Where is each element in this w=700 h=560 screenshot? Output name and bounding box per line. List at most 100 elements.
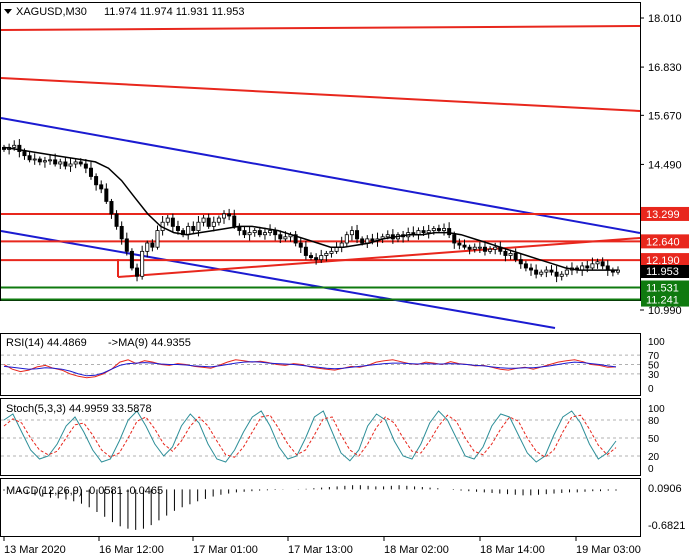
time-tick-label: 17 Mar 13:00 (288, 544, 353, 556)
candle-body (283, 236, 288, 240)
red-trendline-rising[interactable] (117, 237, 641, 278)
candle-body (472, 246, 477, 250)
red-channel-top[interactable] (0, 25, 641, 31)
candle-body (63, 161, 68, 167)
price-tick-label: 15.670 (648, 110, 682, 122)
blue-channel-bottom[interactable] (0, 230, 556, 329)
candle-body (595, 261, 600, 265)
symbol-timeframe: XAGUSD,M30 (16, 6, 87, 18)
level-tag-bg (641, 206, 689, 221)
candle-body (135, 267, 140, 277)
candle-body (564, 269, 569, 275)
candle-body (247, 232, 252, 236)
channel-lines (0, 25, 641, 329)
macd-panel-frame (0, 478, 641, 537)
candle-body (278, 234, 283, 240)
candle-body (222, 213, 227, 219)
candle-body (590, 263, 595, 269)
red-channel-bottom[interactable] (0, 77, 641, 112)
rsi-tick-label: 100 (648, 337, 665, 348)
candle-body (544, 269, 549, 273)
stoch-tick-label: 80 (648, 416, 660, 427)
candle-body (140, 250, 145, 277)
time-tick-label: 16 Mar 12:00 (99, 544, 164, 556)
candle-body (452, 234, 457, 244)
rsi-title: RSI(14) 44.4869 (6, 337, 87, 349)
candle-body (104, 188, 109, 202)
candle-body (170, 217, 175, 227)
candle-body (349, 230, 354, 236)
time-tick-label: 19 Mar 03:00 (576, 544, 641, 556)
candle-body (201, 217, 206, 223)
candle-body (155, 230, 160, 248)
candle-body (314, 257, 319, 261)
ohlc-values: 11.974 11.974 11.931 11.953 (104, 6, 244, 18)
triangle-down-icon[interactable] (4, 9, 12, 14)
candle-body (344, 234, 349, 244)
candle-body (457, 242, 462, 246)
stoch-tick-label: 50 (648, 434, 660, 445)
candle-body (600, 261, 605, 267)
candle-body (385, 234, 390, 238)
rsi-panel-frame (0, 333, 641, 396)
price-moving-average (3, 146, 618, 271)
candle-body (426, 230, 431, 234)
stoch-tick-label: 0 (648, 464, 654, 475)
candle-body (252, 230, 257, 234)
candle-body (421, 230, 426, 234)
candle-body (493, 246, 498, 250)
candle-body (73, 161, 78, 165)
candle-body (83, 163, 88, 169)
level-tag-label: 12.190 (646, 255, 680, 267)
time-tick-label: 18 Mar 02:00 (384, 544, 449, 556)
support-resistance-levels (1, 212, 640, 301)
candle-body (319, 255, 324, 261)
candle-body (68, 163, 73, 167)
candle-body (529, 267, 534, 271)
candle-body (308, 255, 313, 258)
candle-body (129, 250, 134, 269)
macd-axis: 0.0906 -0.6821 (648, 483, 685, 532)
rsi-tick-label: 70 (648, 351, 660, 362)
blue-channel-top[interactable] (0, 117, 641, 234)
level-tag-label: 11.531 (646, 282, 679, 294)
candle-body (175, 225, 180, 231)
price-tick-label: 14.490 (648, 159, 682, 171)
candle-body (124, 238, 129, 252)
level-tag-label: 13.299 (646, 209, 680, 221)
candle-body (365, 238, 370, 244)
candle-body (482, 246, 487, 252)
candle-body (150, 242, 155, 248)
price-tick-label: 18.010 (648, 13, 682, 25)
macd-tick-label: -0.6821 (648, 520, 685, 532)
candle-body (508, 253, 513, 256)
stoch-tick-label: 20 (648, 452, 660, 463)
level-tag-bg (641, 253, 689, 268)
rsi-tick-label: 0 (648, 384, 654, 395)
candle-body (227, 213, 232, 217)
candle-body (37, 158, 42, 163)
candle-body (145, 242, 150, 252)
candle-body (467, 246, 472, 250)
candle-body (257, 230, 262, 236)
candle-body (27, 155, 32, 161)
stoch-signal-line (3, 414, 617, 458)
candle-body (42, 160, 47, 163)
current-price-tag: 11.953 (646, 266, 679, 278)
level-tag-bg (641, 292, 689, 307)
candle-body (559, 273, 564, 277)
macd-histogram (3, 485, 617, 530)
candle-body (109, 201, 114, 215)
candle-body (53, 159, 58, 165)
stoch-grid (1, 419, 640, 457)
candle-body (303, 246, 308, 256)
stoch-tick-label: 100 (648, 404, 665, 415)
candle-body (324, 253, 329, 256)
price-tick-label: 16.830 (648, 62, 682, 74)
time-axis: 13 Mar 2020 16 Mar 12:00 17 Mar 01:00 17 Ma… (3, 537, 641, 556)
stoch-title: Stoch(5,3,3) 44.9959 33.5878 (6, 403, 152, 415)
candle-body (447, 228, 452, 236)
